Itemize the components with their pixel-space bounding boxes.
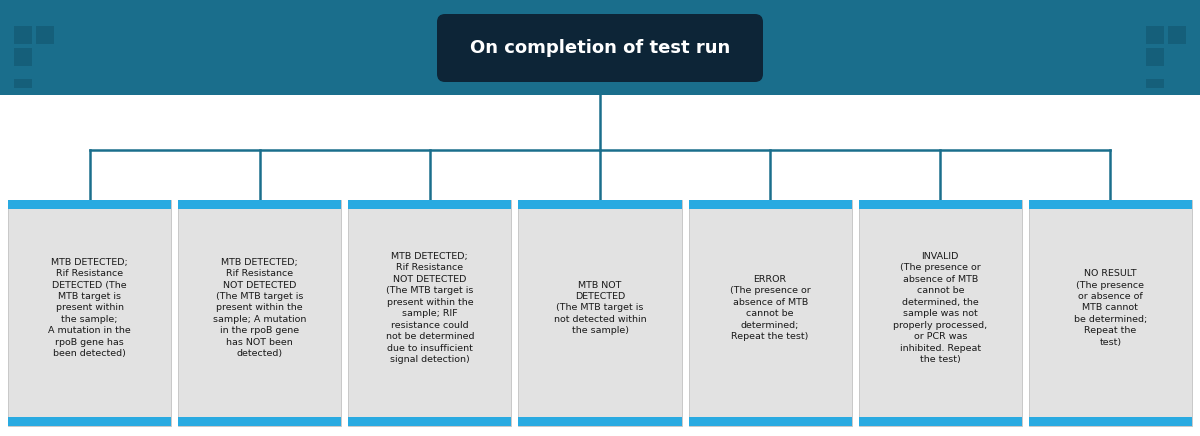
Bar [348,417,511,426]
Bar [1028,200,1192,426]
Bar [36,26,54,44]
Bar [1028,200,1192,209]
Bar [348,200,511,426]
Bar [14,79,32,88]
Text: MTB NOT
DETECTED
(The MTB target is
not detected within
the sample): MTB NOT DETECTED (The MTB target is not … [553,281,647,335]
Bar [859,417,1022,426]
Bar [8,200,172,426]
Bar [8,200,172,209]
Bar [689,200,852,426]
FancyBboxPatch shape [437,14,763,82]
Text: MTB DETECTED;
Rif Resistance
NOT DETECTED
(The MTB target is
present within the
: MTB DETECTED; Rif Resistance NOT DETECTE… [214,258,306,358]
Text: ERROR
(The presence or
absence of MTB
cannot be
determined;
Repeat the test): ERROR (The presence or absence of MTB ca… [730,275,810,341]
Bar [689,200,852,209]
Bar [14,26,32,44]
Bar [859,200,1022,426]
Bar [178,200,341,209]
Bar [518,417,682,426]
Bar [14,48,32,66]
Bar [1146,79,1164,88]
Bar [1028,417,1192,426]
Bar [0,0,1200,95]
Text: MTB DETECTED;
Rif Resistance
DETECTED (The
MTB target is
present within
the samp: MTB DETECTED; Rif Resistance DETECTED (T… [48,258,131,358]
Text: INVALID
(The presence or
absence of MTB
cannot be
determined, the
sample was not: INVALID (The presence or absence of MTB … [893,252,988,364]
Text: NO RESULT
(The presence
or absence of
MTB cannot
be determined;
Repeat the
test): NO RESULT (The presence or absence of MT… [1074,269,1147,347]
Bar [518,200,682,209]
Bar [1146,48,1164,66]
Bar [518,200,682,426]
Bar [348,200,511,209]
Bar [1146,26,1164,44]
Bar [178,417,341,426]
Text: On completion of test run: On completion of test run [470,39,730,57]
Text: MTB DETECTED;
Rif Resistance
NOT DETECTED
(The MTB target is
present within the
: MTB DETECTED; Rif Resistance NOT DETECTE… [385,252,474,364]
Bar [8,417,172,426]
Bar [859,200,1022,209]
Bar [178,200,341,426]
Bar [1168,26,1186,44]
Bar [689,417,852,426]
